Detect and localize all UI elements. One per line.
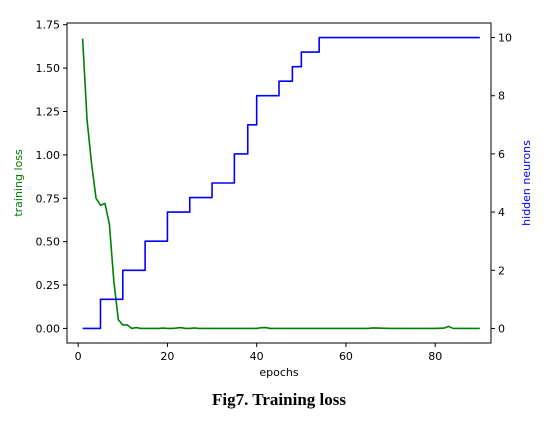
training-loss-line bbox=[81, 38, 480, 330]
x-tick-label: 20 bbox=[160, 350, 174, 363]
x-axis-ticks: 0 20 40 60 80 bbox=[75, 343, 442, 363]
x-tick-label: 80 bbox=[428, 350, 442, 363]
right-y-tick-label: 0 bbox=[498, 322, 505, 335]
hidden-neurons-line bbox=[82, 36, 480, 330]
left-y-tick-label: 1.50 bbox=[36, 62, 61, 75]
left-y-tick-label: 0.75 bbox=[36, 192, 61, 205]
chart: 0 20 40 60 80 0.000.250.500.751.001.251.501.… bbox=[12, 19, 533, 379]
left-y-tick-label: 1.25 bbox=[36, 106, 61, 119]
left-y-axis-ticks: 0.00 0.25 0.50 0.75 1.00 1.25 1.50 1.75 bbox=[36, 19, 67, 335]
right-y-tick-label: 8 bbox=[498, 90, 505, 103]
x-tick-label: 0 bbox=[75, 350, 82, 363]
hidden-neurons-series-path bbox=[82, 36, 480, 330]
right-y-tick-label: 2 bbox=[498, 264, 505, 277]
x-tick-label: 40 bbox=[250, 350, 264, 363]
left-y-tick-label: 0.00 bbox=[36, 322, 61, 335]
left-y-tick-label: 0.25 bbox=[36, 279, 61, 292]
right-y-tick-label: 10 bbox=[498, 32, 512, 45]
right-y-tick-label: 6 bbox=[498, 148, 505, 161]
x-tick-label: 60 bbox=[339, 350, 353, 363]
left-y-tick-label: 1.75 bbox=[36, 19, 61, 32]
x-axis-label: epochs bbox=[259, 366, 298, 379]
plot-frame bbox=[66, 22, 492, 344]
right-y-axis-ticks: 0 2 4 6 8 10 bbox=[491, 32, 512, 335]
left-y-tick-label: 0.50 bbox=[36, 236, 61, 249]
figure-caption: Fig7. Training loss bbox=[212, 390, 346, 409]
right-y-tick-label: 4 bbox=[498, 206, 505, 219]
left-y-axis-label: training loss bbox=[12, 149, 25, 217]
right-y-axis-label: hidden neurons bbox=[520, 140, 533, 226]
training-loss-series-path bbox=[81, 38, 480, 330]
left-y-tick-label: 1.00 bbox=[36, 149, 61, 162]
